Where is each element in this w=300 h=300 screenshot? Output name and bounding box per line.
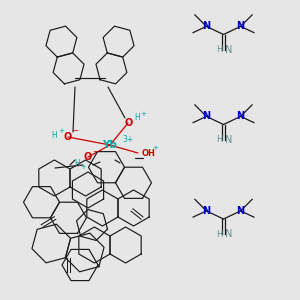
Text: O: O bbox=[84, 152, 92, 162]
Text: H: H bbox=[216, 135, 223, 144]
Text: Yb: Yb bbox=[103, 140, 117, 150]
Text: OH: OH bbox=[142, 148, 156, 158]
Text: N: N bbox=[236, 206, 245, 216]
Text: O: O bbox=[125, 118, 133, 128]
Text: +: + bbox=[152, 145, 158, 151]
Text: N: N bbox=[224, 45, 232, 55]
Text: H: H bbox=[134, 113, 140, 122]
Text: N: N bbox=[224, 135, 232, 145]
Text: H: H bbox=[51, 130, 57, 140]
Text: N: N bbox=[236, 21, 245, 32]
Text: +: + bbox=[80, 164, 86, 170]
Text: +: + bbox=[140, 111, 146, 117]
Text: H: H bbox=[216, 45, 223, 54]
Text: N: N bbox=[236, 111, 245, 122]
Text: N: N bbox=[202, 21, 211, 32]
Text: −: − bbox=[92, 148, 100, 157]
Text: O: O bbox=[64, 132, 72, 142]
Text: −: − bbox=[71, 127, 79, 136]
Text: 3+: 3+ bbox=[122, 136, 134, 145]
Text: N: N bbox=[202, 111, 211, 122]
Text: H: H bbox=[74, 158, 80, 167]
Text: N: N bbox=[202, 206, 211, 216]
Text: H: H bbox=[216, 230, 223, 239]
Text: N: N bbox=[224, 229, 232, 239]
Text: +: + bbox=[58, 128, 64, 134]
